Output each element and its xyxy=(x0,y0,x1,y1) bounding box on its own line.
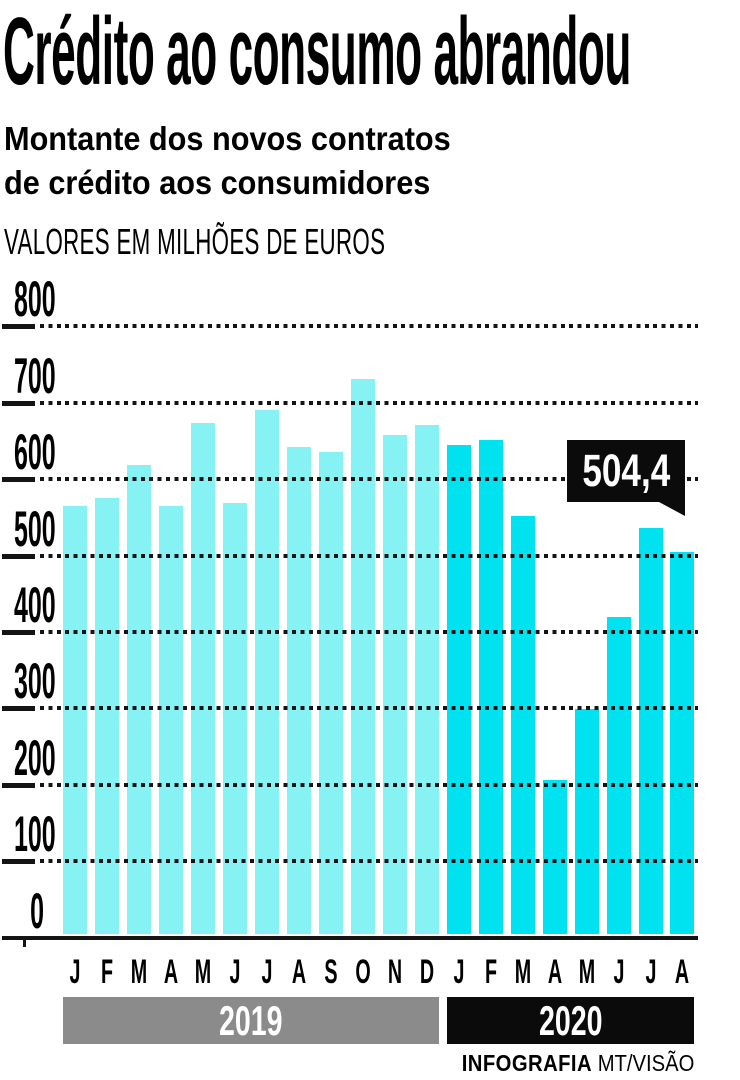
month-label-2019-9: S xyxy=(324,953,338,991)
month-label-2020-14: F xyxy=(484,953,497,991)
month-label-2019-11: N xyxy=(387,953,403,991)
value-callout: 504,4 xyxy=(567,440,685,502)
callout-tail xyxy=(659,501,685,516)
gridline-800 xyxy=(40,324,698,329)
bar-2019-F2 xyxy=(95,498,120,935)
chart-unit-label: VALORES EM MILHÕES DE EUROS xyxy=(4,221,386,262)
chart-subtitle-line1: Montante dos novos contratos xyxy=(4,120,451,157)
bar-2019-M5 xyxy=(191,423,216,935)
month-label-2019-3: M xyxy=(131,953,148,991)
bar-2019-J7 xyxy=(255,410,280,935)
credit-infografia: INFOGRAFIA xyxy=(461,1050,592,1076)
y-axis-label-600: 600 xyxy=(14,424,56,481)
bar-2020-J7 xyxy=(638,528,663,935)
x-axis-line xyxy=(2,935,698,940)
axis-tick-100 xyxy=(2,859,35,865)
y-axis-label-700: 700 xyxy=(14,347,56,404)
axis-tick-700 xyxy=(2,400,35,406)
gridline-500 xyxy=(40,553,698,558)
axis-tick-300 xyxy=(2,706,35,712)
gridline-400 xyxy=(40,629,698,634)
bar-2020-F2 xyxy=(478,440,503,935)
bar-2019-O10 xyxy=(350,378,375,935)
y-axis-label-200: 200 xyxy=(14,729,56,786)
bar-2019-M3 xyxy=(127,465,152,935)
bar-2019-J6 xyxy=(223,502,248,935)
gridline-200 xyxy=(40,782,698,787)
y-axis-label-300: 300 xyxy=(14,653,56,710)
year-band-2019: 2019 xyxy=(63,997,439,1044)
bar-2019-J1 xyxy=(63,505,88,935)
month-label-2019-4: A xyxy=(164,953,179,991)
year-band-2020: 2020 xyxy=(446,997,695,1044)
bar-2019-S9 xyxy=(319,452,343,935)
month-label-2019-2: F xyxy=(101,953,114,991)
axis-tick-200 xyxy=(2,782,35,788)
month-label-2019-12: D xyxy=(419,953,434,991)
month-label-2020-19: J xyxy=(645,953,656,991)
y-axis-label-500: 500 xyxy=(14,500,56,557)
axis-tick-500 xyxy=(2,553,35,559)
callout-value: 504,4 xyxy=(582,445,670,496)
chart-title: Crédito ao consumo abrandou xyxy=(3,0,631,105)
bar-2019-A8 xyxy=(287,447,312,935)
month-label-2020-17: M xyxy=(578,953,595,991)
gridline-300 xyxy=(40,706,698,711)
gridline-700 xyxy=(40,400,698,405)
month-label-2019-7: J xyxy=(261,953,273,991)
chart-subtitle-line2: de crédito aos consumidores xyxy=(4,164,431,201)
bar-2020-A8 xyxy=(670,552,695,935)
axis-tick-600 xyxy=(2,477,35,483)
month-label-2020-15: M xyxy=(514,953,531,991)
axis-tick-800 xyxy=(2,324,35,330)
year-band-label-2019: 2019 xyxy=(219,997,283,1044)
month-label-2020-13: J xyxy=(453,953,465,991)
month-label-2019-5: M xyxy=(194,953,212,991)
month-label-2019-8: A xyxy=(291,953,307,991)
bar-2020-M3 xyxy=(510,515,535,935)
credit-line: INFOGRAFIA MT/VISÃO xyxy=(461,1052,694,1075)
axis-corner-notch xyxy=(23,939,26,947)
bar-2019-N11 xyxy=(382,434,407,935)
month-label-2019-10: O xyxy=(355,953,371,991)
y-axis-label-0: 0 xyxy=(30,882,44,939)
year-band-label-2020: 2020 xyxy=(538,997,603,1044)
bar-2019-A4 xyxy=(159,505,184,935)
credit-source: MT/VISÃO xyxy=(597,1050,694,1076)
y-axis-label-800: 800 xyxy=(14,271,56,328)
month-label-2020-16: A xyxy=(547,953,562,991)
bar-2020-J1 xyxy=(446,445,471,935)
gridline-100 xyxy=(40,859,698,864)
bar-2020-M5 xyxy=(574,709,599,935)
y-axis-label-100: 100 xyxy=(14,806,56,863)
y-axis-label-400: 400 xyxy=(14,576,56,633)
month-label-2019-6: J xyxy=(229,953,241,991)
month-label-2019-1: J xyxy=(69,953,81,991)
month-label-2020-20: A xyxy=(675,953,690,991)
bar-2020-J6 xyxy=(606,616,631,935)
month-label-2020-18: J xyxy=(613,953,625,991)
axis-tick-400 xyxy=(2,629,35,635)
gridline-600 xyxy=(40,477,698,482)
bar-2019-D12 xyxy=(414,424,439,935)
bar-2020-A4 xyxy=(542,780,567,935)
